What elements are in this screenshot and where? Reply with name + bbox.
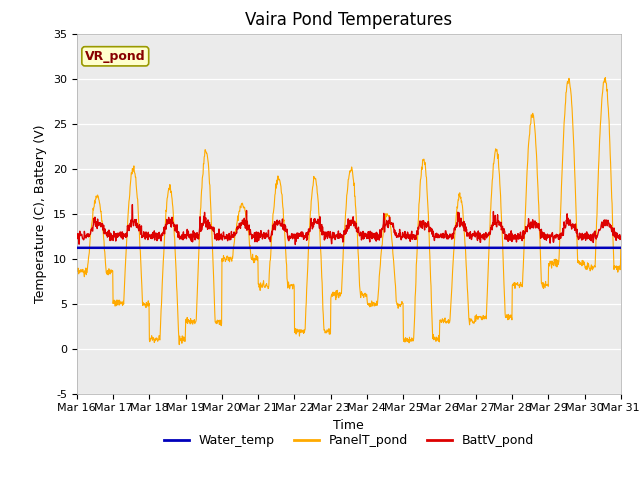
Text: VR_pond: VR_pond — [85, 50, 145, 63]
X-axis label: Time: Time — [333, 419, 364, 432]
Title: Vaira Pond Temperatures: Vaira Pond Temperatures — [245, 11, 452, 29]
Legend: Water_temp, PanelT_pond, BattV_pond: Water_temp, PanelT_pond, BattV_pond — [159, 429, 539, 452]
Y-axis label: Temperature (C), Battery (V): Temperature (C), Battery (V) — [35, 124, 47, 303]
